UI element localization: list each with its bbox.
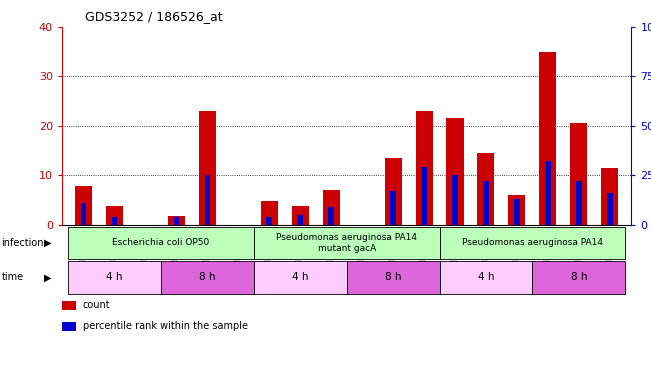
Text: Pseudomonas aeruginosa PA14: Pseudomonas aeruginosa PA14	[462, 238, 603, 247]
Bar	[508, 195, 525, 225]
Text: 8 h: 8 h	[385, 272, 402, 283]
Bar	[112, 217, 117, 225]
Bar	[602, 168, 618, 225]
Bar	[106, 206, 123, 225]
Bar	[323, 190, 340, 225]
Text: time: time	[1, 272, 23, 283]
Text: GDS3252 / 186526_at: GDS3252 / 186526_at	[85, 10, 222, 23]
Bar	[477, 153, 495, 225]
Bar	[421, 167, 427, 225]
Bar	[540, 51, 557, 225]
Bar	[514, 199, 519, 225]
Bar	[261, 201, 278, 225]
Bar	[570, 123, 587, 225]
Bar	[385, 158, 402, 225]
Bar	[199, 111, 216, 225]
Bar	[328, 207, 334, 225]
Bar	[292, 206, 309, 225]
Text: 4 h: 4 h	[478, 272, 494, 283]
Bar	[391, 191, 396, 225]
Bar	[81, 203, 87, 225]
Text: 8 h: 8 h	[199, 272, 215, 283]
Bar	[576, 181, 581, 225]
Text: percentile rank within the sample: percentile rank within the sample	[83, 321, 247, 331]
Bar	[75, 186, 92, 225]
Bar	[545, 161, 551, 225]
Text: 8 h: 8 h	[570, 272, 587, 283]
Text: ▶: ▶	[44, 272, 52, 283]
Text: Pseudomonas aeruginosa PA14
mutant gacA: Pseudomonas aeruginosa PA14 mutant gacA	[276, 233, 417, 253]
Text: infection: infection	[1, 238, 44, 248]
Text: 4 h: 4 h	[106, 272, 123, 283]
Text: Escherichia coli OP50: Escherichia coli OP50	[112, 238, 210, 247]
Bar	[452, 175, 458, 225]
Bar	[298, 215, 303, 225]
Bar	[266, 217, 272, 225]
Bar	[607, 193, 613, 225]
Bar	[447, 118, 464, 225]
Bar	[415, 111, 432, 225]
Text: count: count	[83, 300, 110, 310]
Bar	[168, 216, 185, 225]
Bar	[174, 217, 179, 225]
Bar	[483, 181, 489, 225]
Text: 4 h: 4 h	[292, 272, 309, 283]
Bar	[204, 175, 210, 225]
Text: ▶: ▶	[44, 238, 52, 248]
